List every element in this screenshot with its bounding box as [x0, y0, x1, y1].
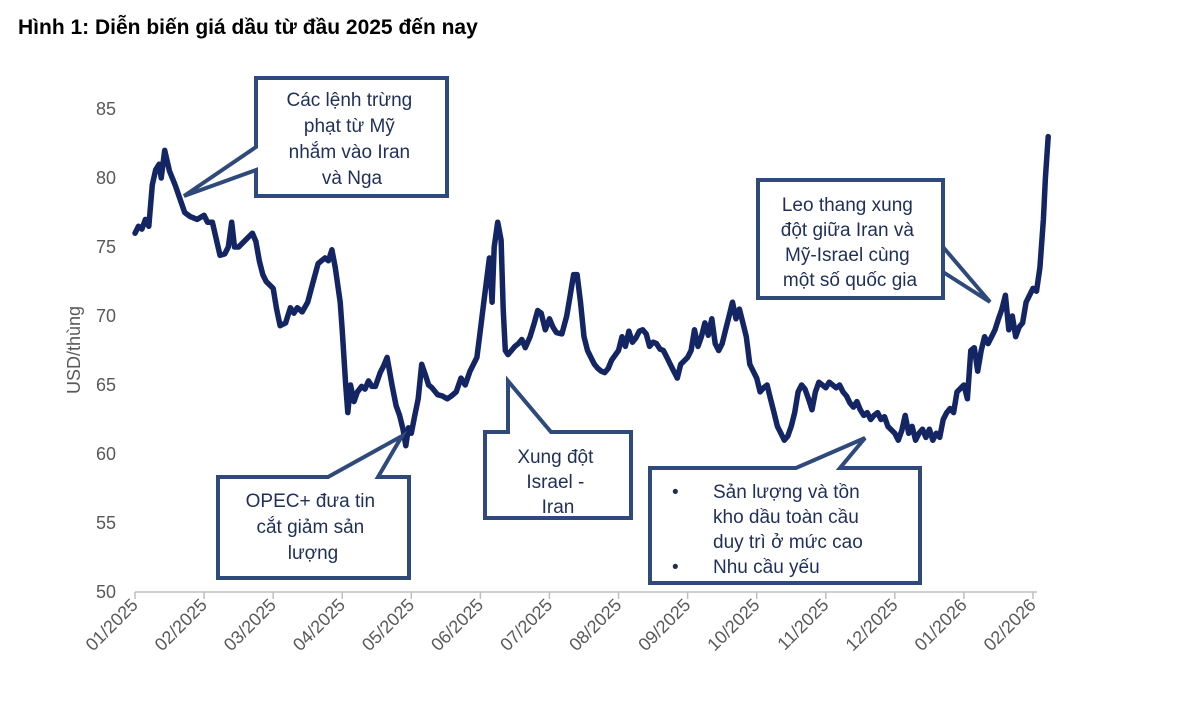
x-tick-label: 02/2026 — [980, 595, 1040, 655]
x-tick-label: 07/2025 — [496, 595, 556, 655]
x-tick-label: 10/2025 — [703, 595, 763, 655]
callout-supply-bullet: • — [672, 557, 679, 578]
x-tick-label: 01/2025 — [82, 595, 142, 655]
callout-israel-iran-line: Iran — [542, 497, 575, 518]
callout-sanctions-line: phạt từ Mỹ — [304, 116, 395, 137]
y-tick-label: 75 — [96, 237, 116, 257]
callout-supply-line: kho dầu toàn cầu — [713, 507, 859, 528]
y-tick-label: 65 — [96, 375, 116, 395]
y-tick-label: 55 — [96, 513, 116, 533]
callout-opec-line: cắt giảm sản — [256, 516, 364, 538]
callout-opec-line: lượng — [288, 543, 339, 564]
series-layer — [132, 133, 1051, 449]
callout-escalation-line: Leo thang xung — [782, 195, 913, 216]
x-tick-label: 05/2025 — [358, 595, 418, 655]
y-tick-label: 60 — [96, 444, 116, 464]
callout-sanctions-box — [182, 76, 449, 198]
callout-escalation-text: Leo thang xung đột giữa Iran và Mỹ-Israe… — [781, 195, 919, 291]
figure-title: Hình 1: Diễn biến giá dầu từ đầu 2025 đế… — [18, 16, 478, 39]
series-line-oil-price — [132, 133, 1051, 449]
x-tick-label: 11/2025 — [773, 595, 832, 654]
callout-sanctions-text: Các lệnh trừng phạt từ Mỹ nhắm vào Iran … — [286, 90, 417, 189]
callout-israel-iran-text: Xung đột Israel - Iran — [517, 447, 598, 518]
callout-supply-text: • Sản lượng và tồn kho dầu toàn cầu duy … — [672, 482, 868, 578]
x-tick-label: 01/2026 — [911, 595, 971, 655]
callout-sanctions-line: và Nga — [322, 168, 383, 189]
callout-israel-iran-box — [483, 375, 633, 520]
callouts-layer: Các lệnh trừng phạt từ Mỹ nhắm vào Iran … — [182, 76, 992, 585]
x-tick-label: 03/2025 — [220, 595, 280, 655]
callout-escalation-box — [756, 178, 992, 304]
callout-sanctions-line: Các lệnh trừng — [286, 90, 412, 111]
callout-supply-line: duy trì ở mức cao — [713, 532, 863, 553]
x-tick-label: 06/2025 — [427, 595, 487, 655]
x-tick-label: 04/2025 — [289, 595, 349, 655]
callout-israel-iran-line: Xung đột — [517, 447, 594, 468]
y-tick-label: 70 — [96, 306, 116, 326]
y-axis-label: USD/thùng — [64, 306, 84, 394]
callout-supply-line: Nhu cầu yếu — [713, 557, 820, 578]
callout-escalation-line: một số quốc gia — [783, 270, 918, 291]
y-tick-label: 80 — [96, 168, 116, 188]
x-tick-label: 02/2025 — [151, 595, 211, 655]
callout-israel-iran-line: Israel - — [526, 472, 584, 493]
y-tick-label: 85 — [96, 99, 116, 119]
callout-supply-bullet: • — [672, 482, 679, 503]
callout-supply-box — [648, 436, 922, 585]
callout-opec-text: OPEC+ đưa tin cắt giảm sản lượng — [246, 491, 381, 564]
x-tick-label: 08/2025 — [565, 595, 625, 655]
callout-opec-line: OPEC+ đưa tin — [246, 491, 375, 512]
callout-sanctions-line: nhắm vào Iran — [289, 141, 410, 163]
callout-escalation-line: Mỹ-Israel cùng — [785, 245, 910, 266]
x-tick-label: 09/2025 — [634, 595, 694, 655]
x-tick-label: 12/2025 — [842, 595, 902, 655]
callout-supply-line: Sản lượng và tồn — [713, 482, 860, 503]
callout-escalation-line: đột giữa Iran và — [781, 220, 915, 241]
y-tick-label: 50 — [96, 582, 116, 602]
callout-opec-box — [216, 430, 411, 580]
